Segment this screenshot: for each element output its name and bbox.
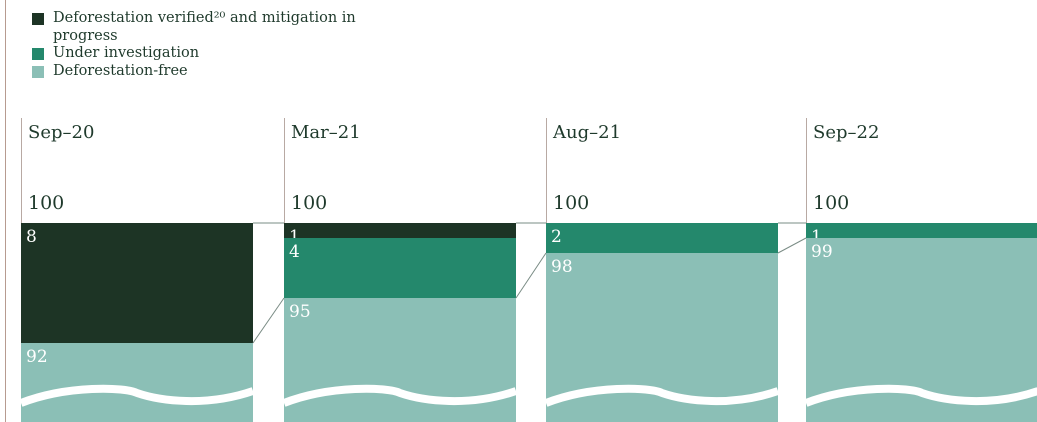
data-label-deforestation-verified-a-mar-21: 1: [289, 227, 300, 247]
legend-label-under-investigation: Under investigation: [53, 45, 200, 61]
bar-segment-deforestation-free-sep-20: [21, 343, 253, 422]
data-label-under-investigation-aug-21: 2: [551, 227, 562, 247]
connector-bottom-1: [252, 297, 285, 344]
data-label-under-investigation-sep-22: 1: [811, 227, 822, 247]
legend-swatch-deforestation-verified: [32, 13, 44, 25]
axis-break-wave-sep-20: [19, 384, 255, 407]
bar-segment-deforestation-verified-a-sep-20: [21, 223, 253, 343]
bar-segment-under-investigation-aug-21: [546, 223, 778, 253]
bar-segment-deforestation-verified-a-mar-21: [284, 223, 516, 238]
legend-item-deforestation-verified: Deforestation verified²⁰ and mitigation …: [32, 10, 383, 45]
total-label-sep-22: 100: [813, 192, 849, 214]
chart-marks: Sep–20100892Mar–211001495Aug–21100298Sep…: [19, 118, 1037, 422]
axis-break-wave-mar-21: [282, 384, 518, 407]
legend-item-deforestation-free: Deforestation-free: [32, 63, 383, 81]
period-label-aug-21: Aug–21: [552, 122, 621, 143]
legend-swatch-deforestation-free: [32, 65, 44, 78]
legend-item-under-investigation: Under investigation: [32, 45, 383, 63]
axis-break-wave-aug-21: [544, 384, 780, 407]
legend-swatch-under-investigation: [32, 48, 44, 60]
connector-bottom-3: [777, 237, 807, 254]
total-label-sep-20: 100: [28, 192, 64, 214]
data-label-deforestation-free-sep-22: 99: [811, 242, 833, 262]
bar-segment-deforestation-free-mar-21: [284, 298, 516, 422]
left-frame-line: [5, 0, 6, 422]
period-label-sep-20: Sep–20: [28, 122, 94, 143]
data-label-deforestation-free-sep-20: 92: [26, 347, 48, 367]
period-label-mar-21: Mar–21: [291, 122, 361, 143]
axis-break-wave-sep-22: [804, 384, 1037, 407]
chart-legend: Deforestation verified²⁰ and mitigation …: [32, 10, 383, 80]
total-label-mar-21: 100: [291, 192, 327, 214]
data-label-deforestation-free-mar-21: 95: [289, 302, 311, 322]
data-label-deforestation-free-aug-21: 98: [551, 257, 573, 277]
period-label-sep-22: Sep–22: [813, 122, 879, 143]
total-label-aug-21: 100: [553, 192, 589, 214]
data-label-under-investigation-mar-21: 4: [289, 242, 300, 262]
legend-label-deforestation-verified: Deforestation verified²⁰ and mitigation …: [53, 10, 356, 44]
data-label-deforestation-verified-a-sep-20: 8: [26, 227, 37, 247]
connector-bottom-2: [515, 252, 547, 299]
bar-segment-under-investigation-mar-21: [284, 238, 516, 298]
bar-segment-under-investigation-sep-22: [806, 223, 1037, 238]
legend-label-deforestation-free: Deforestation-free: [53, 62, 188, 79]
